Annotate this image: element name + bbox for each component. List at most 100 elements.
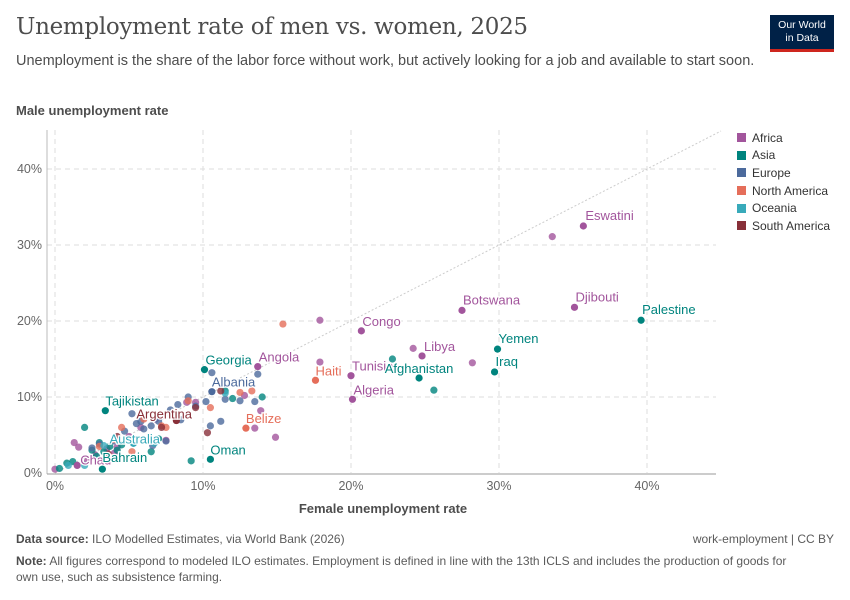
data-point	[81, 423, 89, 431]
legend-label: Africa	[752, 130, 783, 145]
y-tick-label: 40%	[17, 162, 42, 176]
data-point	[184, 397, 192, 405]
data-point	[206, 404, 214, 412]
data-point	[150, 439, 158, 447]
legend-item-africa[interactable]: Africa	[737, 129, 830, 147]
data-point-albania	[208, 388, 216, 396]
point-label-algeria: Algeria	[353, 382, 394, 397]
data-point	[208, 369, 216, 377]
data-point	[316, 358, 324, 366]
y-tick-label: 30%	[17, 238, 42, 252]
data-point-chad	[73, 461, 81, 469]
note-label: Note:	[16, 554, 47, 568]
equality-line	[54, 130, 722, 474]
data-point-australia	[129, 439, 138, 447]
point-label-oman: Oman	[210, 442, 245, 457]
point-label-tajikistan: Tajikistan	[105, 394, 158, 409]
data-point	[55, 464, 64, 473]
chart-subtitle: Unemployment is the share of the labor f…	[16, 53, 755, 69]
y-tick-label: 0%	[24, 466, 42, 480]
data-point-haiti	[311, 376, 320, 384]
legend-swatch	[737, 133, 746, 143]
data-point	[155, 435, 163, 443]
data-point-algeria	[348, 395, 357, 403]
point-label-djibouti: Djibouti	[575, 289, 618, 304]
logo-line2: in Data	[785, 32, 819, 44]
legend-label: Asia	[752, 148, 776, 163]
data-point	[202, 397, 210, 406]
x-axis-label: Female unemployment rate	[298, 501, 468, 516]
data-source: Data source: ILO Modelled Estimates, via…	[16, 532, 345, 546]
point-label-belize: Belize	[246, 411, 281, 426]
data-point	[248, 387, 256, 395]
data-point	[388, 355, 397, 363]
point-label-haiti: Haiti	[315, 363, 341, 378]
data-point	[128, 448, 136, 456]
data-point-botswana	[458, 306, 466, 314]
data-point	[125, 432, 133, 441]
chart-slug-license[interactable]: work-employment | CC BY	[692, 532, 834, 546]
data-point	[251, 397, 259, 406]
data-point-palestine	[637, 316, 645, 324]
y-tick-label: 10%	[17, 390, 42, 404]
data-point	[118, 441, 126, 449]
data-point	[217, 387, 225, 395]
x-tick-label: 0%	[46, 479, 64, 493]
legend-item-asia[interactable]: Asia	[737, 147, 830, 165]
data-point	[203, 429, 212, 437]
point-label-iraq: Iraq	[496, 354, 518, 369]
legend-item-europe[interactable]: Europe	[737, 164, 830, 182]
legend-label: South America	[752, 218, 831, 233]
data-point	[257, 407, 265, 415]
data-point-argentina	[172, 416, 180, 425]
data-point	[104, 450, 112, 458]
legend-swatch	[737, 221, 746, 231]
data-point	[140, 415, 148, 423]
legend-item-oceania[interactable]: Oceania	[737, 199, 830, 217]
data-point	[187, 457, 195, 465]
legend-swatch	[737, 150, 746, 160]
point-label-tunisia: Tunisia	[352, 359, 394, 374]
point-label-palestine: Palestine	[642, 302, 695, 317]
data-point	[258, 393, 266, 401]
data-point	[271, 433, 280, 441]
data-point	[100, 442, 108, 450]
data-point-angola	[254, 363, 262, 371]
point-label-albania: Albania	[212, 375, 256, 390]
data-point	[174, 401, 182, 409]
legend-label: North America	[752, 183, 829, 198]
point-label-eswatini: Eswatini	[585, 208, 634, 223]
point-label-argentina: Argentina	[136, 407, 192, 422]
logo-line1: Our World	[778, 19, 826, 31]
data-point	[147, 448, 155, 456]
chart-title: Unemployment rate of men vs. women, 2025	[16, 14, 528, 40]
legend-label: Oceania	[752, 201, 797, 216]
data-point	[221, 395, 229, 403]
owid-logo[interactable]: Our World in Data	[770, 15, 834, 52]
y-tick-label: 20%	[17, 314, 42, 328]
point-label-bahrain: Bahrain	[102, 450, 147, 465]
data-point-congo	[357, 327, 365, 335]
data-point	[118, 423, 126, 431]
data-point	[251, 424, 259, 432]
data-point	[75, 443, 83, 451]
data-point-iraq	[490, 368, 499, 376]
legend-swatch	[737, 186, 746, 196]
data-point	[88, 444, 96, 452]
data-point	[94, 456, 102, 464]
data-point	[140, 425, 148, 433]
data-point	[316, 316, 324, 324]
data-point-libya	[418, 352, 426, 360]
point-label-afghanistan: Afghanistan	[385, 361, 454, 376]
x-tick-label: 10%	[190, 479, 215, 493]
data-point	[157, 423, 166, 431]
data-point-afghanistan	[415, 374, 423, 382]
data-point-tunisia	[347, 372, 355, 380]
legend-item-south-america[interactable]: South America	[737, 217, 830, 235]
data-point	[468, 359, 476, 367]
legend-item-north-america[interactable]: North America	[737, 182, 830, 200]
data-point	[548, 233, 556, 241]
source-text[interactable]: ILO Modelled Estimates, via World Bank (…	[92, 532, 345, 546]
